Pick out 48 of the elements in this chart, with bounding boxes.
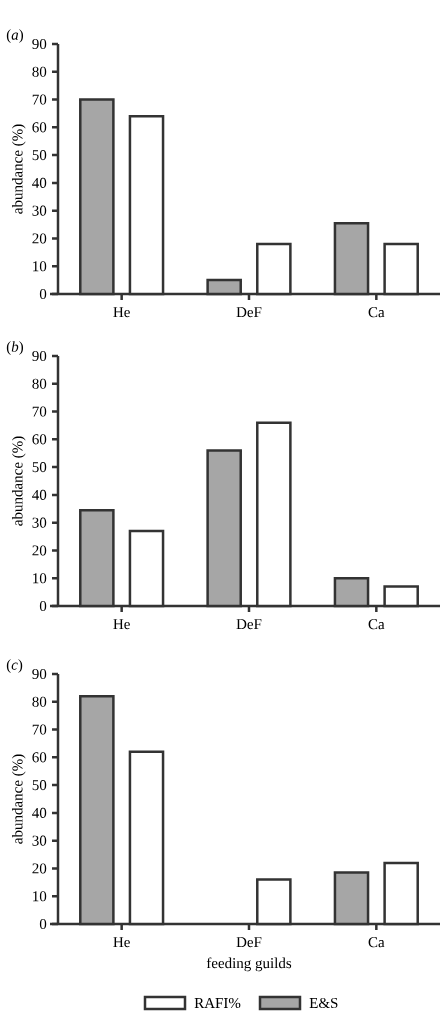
y-tick-label: 0: [39, 288, 47, 300]
y-tick-label: 40: [32, 807, 47, 818]
y-tick-label: 80: [32, 66, 47, 77]
y-tick-label: 50: [32, 150, 47, 161]
chart-title: (b): [6, 341, 24, 355]
x-tick-label: He: [113, 937, 130, 948]
y-tick-label: 30: [32, 205, 47, 216]
x-tick-label: He: [113, 619, 130, 630]
y-tick-label: 40: [32, 177, 47, 188]
y-tick-label: 10: [33, 891, 47, 902]
y-tick-label: 10: [33, 261, 47, 272]
y-tick-label: 30: [32, 517, 47, 528]
y-tick-label: 20: [32, 233, 47, 244]
x-axis-title: feeding guilds: [206, 957, 292, 972]
y-tick-label: 0: [39, 600, 47, 612]
y-tick-label: 80: [32, 696, 47, 707]
y-tick-label: 70: [32, 724, 47, 735]
x-tick-label: Ca: [368, 619, 385, 630]
x-tick-label: He: [113, 307, 130, 318]
y-tick-label: 50: [32, 780, 47, 791]
y-tick-label: 10: [33, 573, 47, 584]
y-tick-label: 40: [32, 489, 47, 500]
x-tick-label: DeF: [236, 307, 262, 318]
y-tick-label: 70: [32, 406, 47, 417]
chart-title: (a): [6, 29, 24, 43]
y-axis-title: abundance (%): [12, 436, 26, 526]
y-tick-label: 60: [32, 434, 47, 445]
x-tick-label: Ca: [368, 937, 385, 948]
x-tick-label: Ca: [368, 307, 385, 318]
y-tick-label: 90: [32, 38, 47, 50]
y-axis-title: abundance (%): [12, 754, 26, 844]
y-tick-label: 90: [32, 350, 47, 362]
y-tick-label: 60: [32, 752, 47, 763]
y-tick-label: 0: [39, 918, 47, 930]
y-tick-label: 20: [32, 545, 47, 556]
y-tick-label: 90: [32, 668, 47, 680]
y-tick-label: 50: [32, 462, 47, 473]
x-tick-label: DeF: [236, 619, 262, 630]
x-tick-label: DeF: [236, 937, 262, 948]
y-axis-title: abundance (%): [12, 124, 26, 214]
legend-label: E&S: [309, 997, 338, 1009]
y-tick-label: 20: [32, 863, 47, 874]
legend-label: RAFI%: [194, 997, 241, 1009]
chart-title: (c): [6, 659, 23, 673]
y-tick-label: 30: [32, 835, 47, 846]
y-tick-label: 80: [32, 378, 47, 389]
y-tick-label: 60: [32, 122, 47, 133]
y-tick-label: 70: [32, 94, 47, 105]
